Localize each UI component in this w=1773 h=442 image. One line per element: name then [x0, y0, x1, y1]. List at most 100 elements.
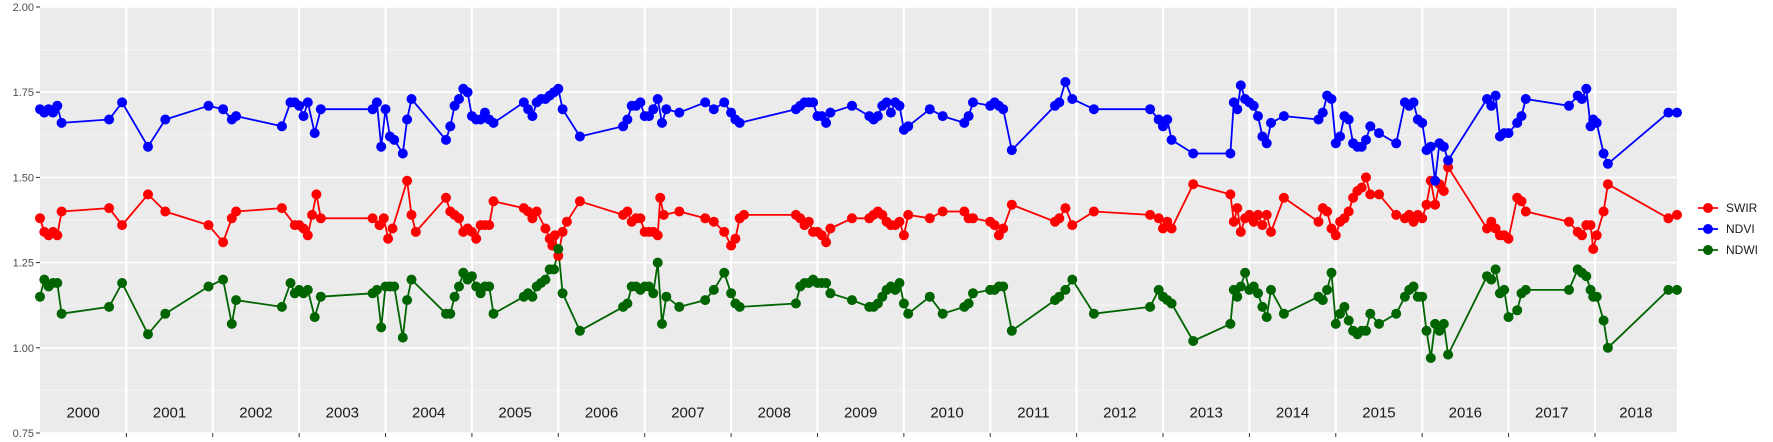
data-point-ndwi	[397, 332, 408, 343]
data-point-ndwi	[1088, 308, 1099, 319]
year-label: 2013	[1190, 405, 1223, 422]
data-point-ndvi	[998, 104, 1009, 115]
data-point-ndwi	[1225, 318, 1236, 329]
data-point-swir	[1330, 230, 1341, 241]
data-point-swir	[739, 209, 749, 220]
data-point-ndwi	[1330, 318, 1341, 329]
data-point-swir	[894, 216, 905, 227]
data-point-swir	[825, 223, 836, 234]
data-point-ndvi	[402, 114, 413, 125]
data-point-swir	[622, 206, 633, 217]
data-point-ndwi	[540, 274, 551, 285]
data-point-swir	[1430, 199, 1441, 210]
data-point-ndvi	[937, 111, 948, 122]
data-point-swir	[1591, 230, 1602, 241]
data-point-ndvi	[298, 111, 309, 122]
data-point-swir	[1322, 206, 1333, 217]
data-point-ndvi	[1188, 148, 1199, 159]
data-point-ndvi	[1490, 90, 1501, 101]
data-point-ndvi	[1225, 148, 1236, 159]
data-point-ndvi	[1088, 104, 1099, 115]
data-point-ndvi	[104, 114, 115, 125]
data-point-ndwi	[1232, 291, 1243, 302]
data-point-ndwi	[790, 298, 801, 309]
data-point-ndvi	[389, 134, 400, 145]
data-point-ndvi	[1443, 155, 1454, 166]
data-point-swir	[35, 213, 45, 224]
data-point-ndvi	[1516, 111, 1527, 122]
data-point-swir	[847, 213, 857, 224]
data-point-ndvi	[445, 121, 456, 132]
data-point-swir	[315, 213, 326, 224]
data-point-ndvi	[1430, 175, 1441, 186]
data-point-ndvi	[708, 104, 719, 115]
data-point-ndvi	[1317, 107, 1328, 118]
data-point-swir	[1232, 203, 1243, 214]
data-point-swir	[998, 223, 1009, 234]
data-point-swir	[655, 192, 666, 203]
data-point-ndvi	[294, 100, 305, 111]
data-point-ndwi	[1235, 281, 1246, 292]
data-point-ndvi	[1278, 111, 1289, 122]
data-point-ndwi	[1408, 281, 1419, 292]
data-point-swir	[1577, 230, 1587, 241]
data-point-ndwi	[1060, 284, 1071, 295]
year-label: 2010	[930, 405, 963, 422]
y-tick-label: 1.25	[13, 258, 34, 270]
data-point-swir	[903, 209, 914, 220]
data-point-ndwi	[488, 308, 499, 319]
data-point-ndwi	[1261, 312, 1272, 323]
data-point-ndvi	[821, 117, 832, 128]
data-point-ndwi	[1326, 267, 1337, 278]
y-tick-label: 1.00	[13, 343, 34, 355]
data-point-ndwi	[1361, 325, 1371, 336]
data-point-ndvi	[968, 97, 978, 108]
data-point-ndvi	[1343, 114, 1354, 125]
data-point-swir	[1006, 199, 1017, 210]
data-point-swir	[937, 206, 948, 217]
data-point-ndwi	[104, 301, 115, 312]
data-point-ndwi	[1499, 284, 1510, 295]
year-label: 2009	[844, 405, 877, 422]
data-point-ndvi	[1365, 121, 1376, 132]
year-label: 2001	[153, 405, 186, 422]
data-point-swir	[1088, 206, 1099, 217]
data-point-ndvi	[1425, 141, 1436, 152]
data-point-swir	[924, 213, 935, 224]
data-point-ndwi	[285, 278, 296, 288]
data-point-swir	[1060, 203, 1071, 214]
data-point-ndwi	[445, 308, 456, 319]
data-point-swir	[441, 192, 451, 203]
data-point-ndvi	[315, 104, 326, 115]
data-point-ndwi	[1067, 274, 1078, 285]
data-point-ndvi	[700, 97, 711, 108]
data-point-ndwi	[1486, 274, 1497, 285]
data-point-ndwi	[1512, 305, 1523, 316]
year-label: 2011	[1017, 405, 1049, 422]
data-point-swir	[700, 213, 711, 224]
data-point-ndwi	[203, 281, 214, 292]
data-point-ndwi	[1317, 295, 1328, 306]
data-point-ndvi	[674, 107, 685, 118]
data-point-ndvi	[1486, 100, 1497, 111]
data-point-ndwi	[924, 291, 935, 302]
data-point-ndwi	[894, 278, 905, 288]
data-point-swir	[821, 237, 832, 248]
data-point-ndvi	[371, 97, 382, 108]
year-label: 2007	[671, 405, 704, 422]
data-point-swir	[367, 213, 378, 224]
data-point-ndvi	[1235, 80, 1246, 91]
data-point-ndwi	[1006, 325, 1017, 336]
data-point-swir	[1343, 206, 1354, 217]
year-label: 2015	[1362, 405, 1395, 422]
year-label: 2004	[412, 405, 445, 422]
legend-label-swir: SWIR	[1726, 201, 1758, 215]
data-point-ndvi	[635, 97, 646, 108]
year-label: 2006	[585, 405, 618, 422]
data-point-ndvi	[462, 87, 473, 98]
data-point-swir	[674, 206, 685, 217]
data-point-ndwi	[1266, 284, 1276, 295]
year-labels: 2000 2001 2002 2003 2004 2005 2006 2007 2008 2009…	[67, 405, 1653, 422]
data-point-swir	[143, 189, 153, 200]
data-point-ndvi	[1067, 94, 1078, 104]
